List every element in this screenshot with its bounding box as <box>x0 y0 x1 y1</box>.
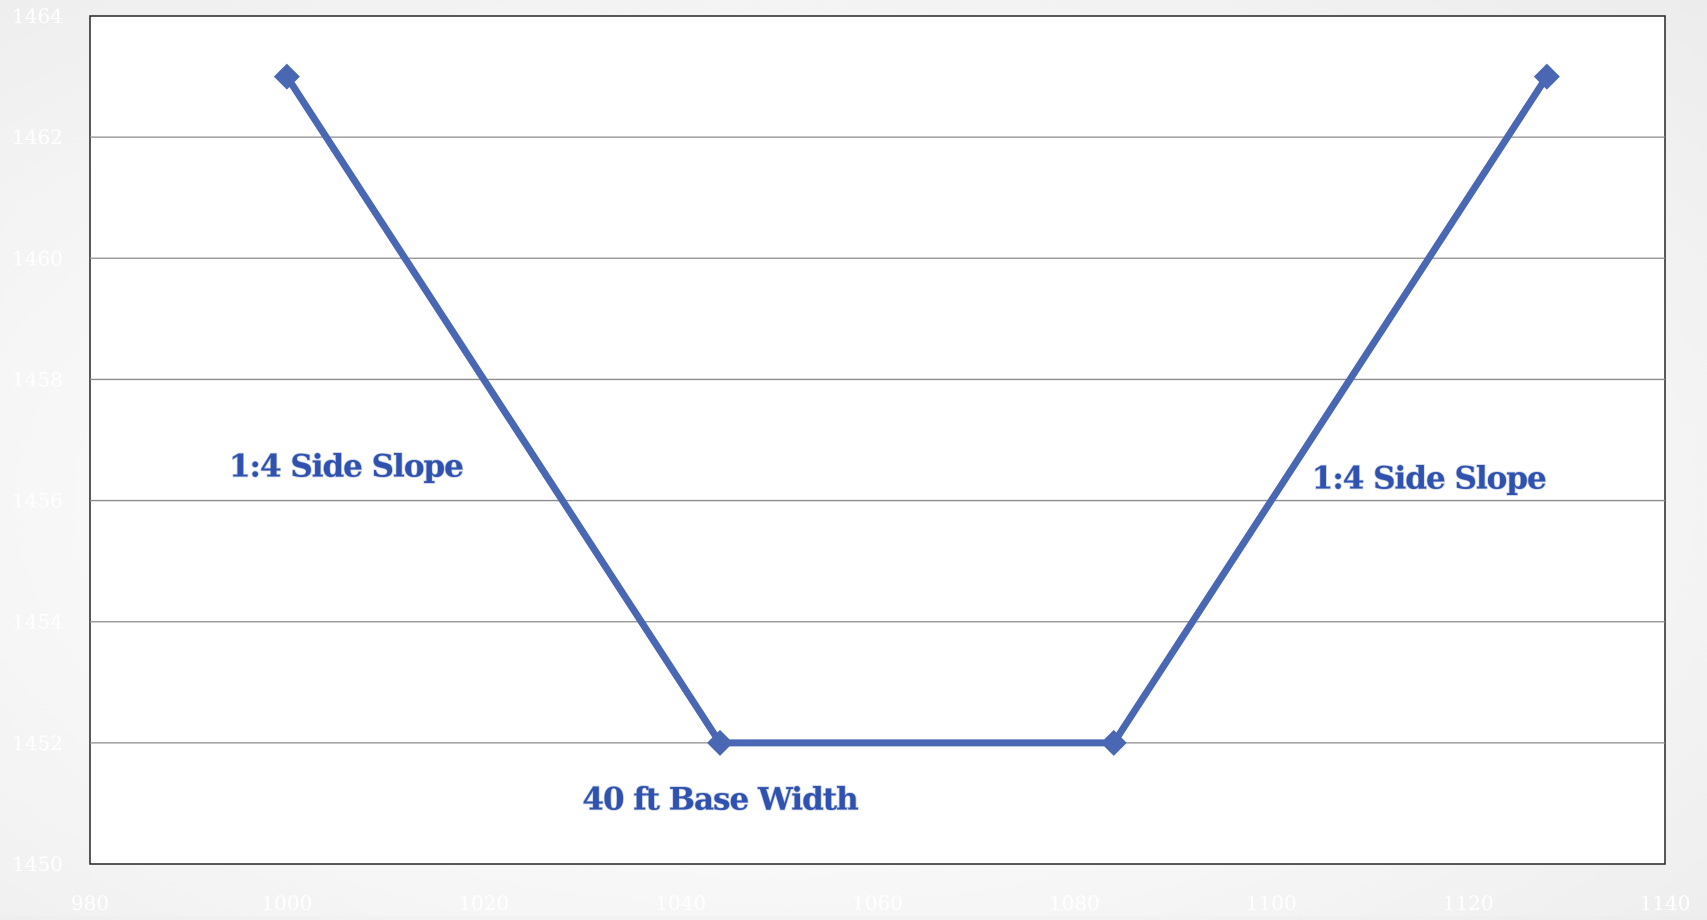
series-line <box>283 73 1551 747</box>
y-tick-label: 1460 <box>12 246 63 270</box>
plot-area <box>89 15 1666 865</box>
data-point <box>1533 63 1560 90</box>
data-point <box>273 63 300 90</box>
grid-lines <box>90 136 1665 744</box>
x-tick-label: 1100 <box>1246 891 1297 915</box>
y-tick-label: 1464 <box>12 4 63 28</box>
x-tick-label: 1080 <box>1049 891 1100 915</box>
y-tick-label: 1462 <box>12 125 63 149</box>
data-point <box>1100 729 1127 756</box>
y-tick-label: 1454 <box>12 610 63 634</box>
x-tick-label: 1120 <box>1443 891 1494 915</box>
annotation-label: 40 ft Base Width <box>582 781 858 817</box>
annotation-label: 1:4 Side Slope <box>1312 460 1546 496</box>
data-point <box>707 729 733 756</box>
x-axis-ticks: 980 1000 1020 1040 1060 1080 1100 1120 1140 <box>71 891 1691 915</box>
x-tick-label: 1060 <box>852 891 903 915</box>
y-tick-label: 1452 <box>12 731 63 755</box>
x-tick-label: 1020 <box>458 891 509 915</box>
y-axis-ticks: 1450 1452 1454 1456 1458 1460 1462 1464 <box>12 4 63 876</box>
series-layer <box>273 63 1560 756</box>
x-tick-label: 1140 <box>1640 891 1691 915</box>
y-tick-label: 1450 <box>12 852 63 876</box>
annotations: 1:4 Side Slope 40 ft Base Width 1:4 Side S… <box>228 448 1548 819</box>
y-tick-label: 1456 <box>12 489 63 513</box>
y-tick-label: 1458 <box>12 367 63 391</box>
annotation-label: 1:4 Side Slope <box>229 448 463 484</box>
x-tick-label: 980 <box>71 891 109 915</box>
x-tick-label: 1040 <box>655 891 706 915</box>
x-tick-label: 1000 <box>261 891 312 915</box>
